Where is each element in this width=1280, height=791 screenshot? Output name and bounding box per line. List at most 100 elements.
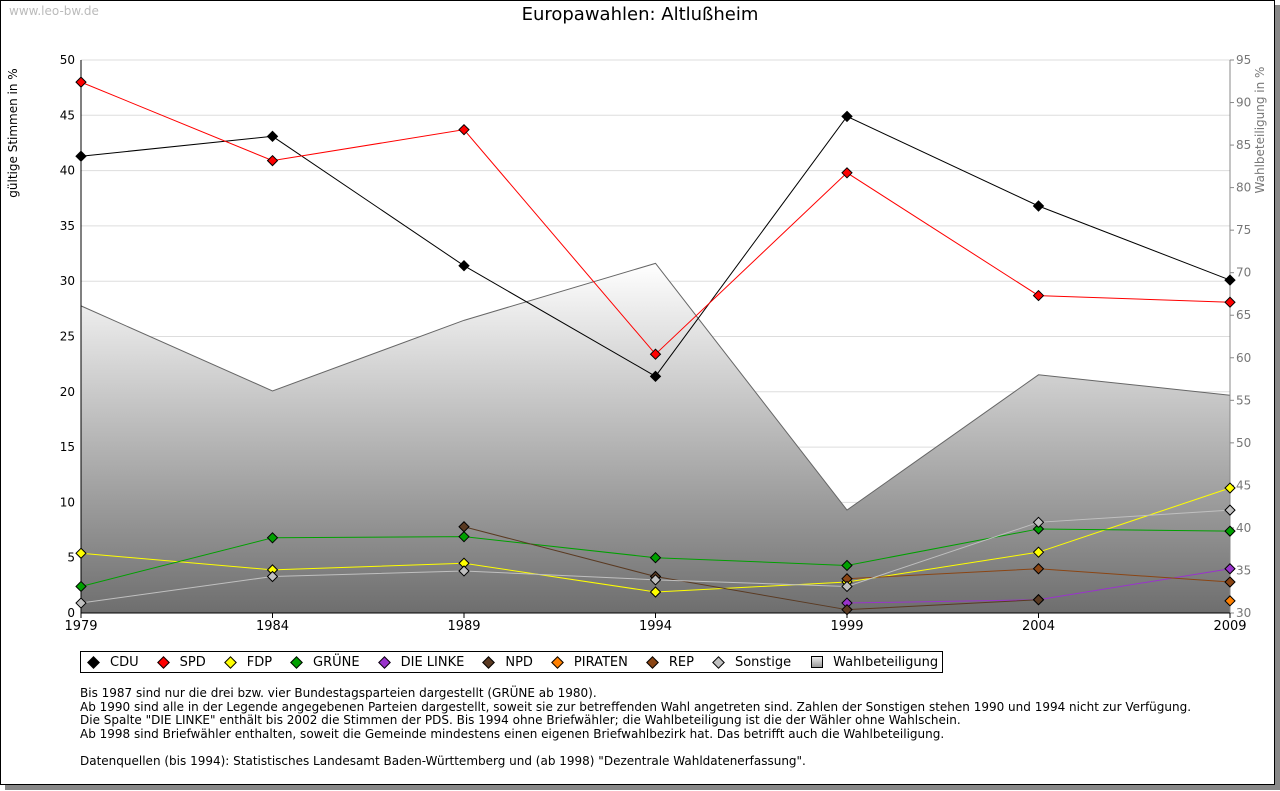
legend-label: CDU	[110, 654, 139, 670]
y2-tick-label: 95	[1236, 53, 1251, 67]
y2-tick-label: 40	[1236, 521, 1251, 535]
data-point	[1032, 546, 1045, 558]
data-point	[1224, 274, 1236, 286]
y2-axis-label: Wahlbeteiligung in %	[1253, 67, 1267, 194]
data-point	[649, 551, 662, 564]
x-tick-label: 1994	[639, 619, 672, 634]
legend-area-icon	[811, 656, 824, 668]
legend-label: PIRATEN	[573, 654, 628, 670]
legend-item: SPD	[156, 655, 206, 670]
data-point	[841, 110, 853, 123]
y-tick-label: 50	[60, 53, 75, 67]
note-line: Ab 1998 sind Briefwähler enthalten, sowe…	[80, 726, 945, 741]
y2-tick-label: 55	[1236, 393, 1251, 407]
legend-item: NPD	[482, 654, 533, 670]
y-tick-label: 40	[60, 164, 75, 178]
data-point	[1224, 504, 1236, 516]
y-tick-label: 35	[60, 219, 75, 233]
data-point	[841, 603, 853, 616]
data-point	[458, 565, 470, 577]
data-point	[1032, 289, 1045, 302]
data-point	[1224, 563, 1236, 575]
y-tick-label: 45	[60, 108, 75, 122]
x-tick-label: 1979	[64, 619, 97, 634]
data-point	[649, 574, 662, 586]
legend-label: Sonstige	[734, 654, 792, 670]
data-point	[75, 76, 87, 88]
data-point	[1032, 563, 1045, 575]
legend-marker-icon	[482, 655, 496, 669]
y-tick-label: 30	[60, 274, 75, 288]
legend-item: PIRATEN	[551, 654, 628, 670]
y2-tick-label: 30	[1236, 606, 1251, 620]
note-line: Bis 1987 sind nur die drei bzw. vier Bun…	[80, 686, 597, 700]
legend-marker-icon	[646, 655, 659, 669]
data-point	[649, 370, 662, 383]
note-line: Datenquellen (bis 1994): Statistisches L…	[80, 753, 806, 768]
note-line	[80, 741, 1191, 755]
series-line-npd	[463, 526, 1039, 611]
data-point	[1032, 516, 1045, 529]
x-tick-label: 2004	[1022, 619, 1055, 634]
legend-item: FDP	[223, 654, 273, 670]
legend-marker-icon	[156, 655, 170, 669]
y2-tick-label: 75	[1236, 223, 1251, 237]
data-point	[1032, 523, 1045, 535]
legend-marker-icon	[712, 655, 725, 669]
data-point	[458, 521, 470, 533]
y-tick-label: 25	[60, 330, 75, 344]
legend-item: GRÜNE	[290, 655, 360, 670]
legend-item: Sonstige	[712, 654, 792, 670]
legend-item: REP	[646, 654, 694, 670]
y-tick-label: 5	[67, 551, 75, 565]
data-point	[1224, 482, 1236, 494]
legend: CDU SPD FDP GRÜNE DIE LINKE NPD PIRATEN REP Sons…	[80, 651, 944, 673]
data-point	[649, 348, 662, 360]
data-point	[1224, 296, 1236, 308]
legend-item: DIE LINKE	[377, 655, 464, 670]
watermark: www.leo-bw.de	[9, 4, 99, 18]
data-point	[75, 547, 87, 559]
data-point	[266, 532, 279, 544]
y2-tick-label: 50	[1236, 436, 1251, 450]
y-tick-label: 0	[67, 606, 75, 620]
y-tick-label: 10	[60, 495, 75, 509]
legend-marker-icon	[87, 655, 100, 669]
data-point	[75, 580, 87, 593]
y2-tick-label: 35	[1236, 563, 1251, 577]
y-tick-label: 15	[60, 440, 75, 454]
data-point	[649, 586, 662, 598]
x-tick-label: 2009	[1213, 619, 1246, 634]
note-line: Ab 1990 sind alle in der Legende angegeb…	[80, 699, 1192, 714]
data-point	[458, 260, 470, 272]
data-point	[1224, 595, 1236, 607]
data-point	[1032, 200, 1045, 212]
y2-tick-label: 70	[1236, 266, 1251, 280]
y2-tick-label: 45	[1236, 478, 1251, 492]
legend-marker-icon	[290, 655, 303, 669]
data-point	[266, 154, 279, 167]
legend-marker-icon	[223, 655, 237, 669]
y-axis-label: gültige Stimmen in %	[6, 68, 20, 197]
data-point	[841, 559, 853, 572]
y2-tick-label: 90	[1236, 96, 1251, 110]
data-point	[266, 130, 279, 143]
legend-label: REP	[668, 654, 694, 670]
data-point	[458, 123, 470, 136]
legend-label: Wahlbeteiligung	[833, 654, 939, 670]
y2-tick-label: 85	[1236, 138, 1251, 152]
y2-tick-label: 80	[1236, 181, 1251, 195]
notes: Bis 1987 sind nur die drei bzw. vier Bun…	[80, 686, 1192, 768]
y-tick-label: 20	[60, 385, 75, 399]
data-point	[75, 150, 87, 162]
legend-label: NPD	[505, 654, 533, 670]
data-point	[841, 580, 853, 593]
note-line: Die Spalte "DIE LINKE" enthält bis 2002 …	[80, 713, 961, 727]
chart-title: Europawahlen: Altlußheim	[521, 4, 759, 25]
x-tick-label: 1984	[256, 619, 289, 634]
legend-item: CDU	[87, 654, 139, 670]
data-point	[75, 597, 87, 609]
x-tick-label: 1989	[447, 619, 480, 634]
legend-label: FDP	[246, 654, 273, 670]
